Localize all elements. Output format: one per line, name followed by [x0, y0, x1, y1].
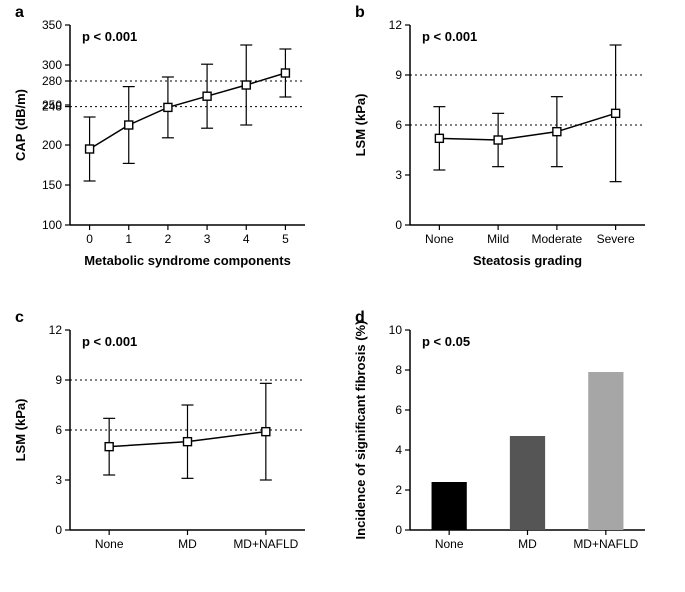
- panel-label-b: b: [355, 4, 365, 21]
- svg-text:1: 1: [125, 232, 132, 246]
- pvalue-b: p < 0.001: [422, 29, 477, 44]
- data-marker: [281, 69, 289, 77]
- svg-text:Moderate: Moderate: [532, 232, 583, 246]
- svg-text:0: 0: [395, 523, 402, 537]
- svg-text:None: None: [435, 537, 464, 551]
- svg-text:3: 3: [55, 473, 62, 487]
- svg-text:248: 248: [42, 100, 62, 114]
- svg-text:9: 9: [395, 68, 402, 82]
- svg-text:200: 200: [42, 138, 62, 152]
- svg-text:150: 150: [42, 178, 62, 192]
- svg-text:3: 3: [395, 168, 402, 182]
- data-marker: [435, 134, 443, 142]
- bar: [510, 436, 545, 530]
- data-marker: [553, 128, 561, 136]
- data-marker: [612, 109, 620, 117]
- svg-text:MD+NAFLD: MD+NAFLD: [573, 537, 638, 551]
- ylabel-c: LSM (kPa): [13, 399, 28, 462]
- pvalue-d: p < 0.05: [422, 334, 470, 349]
- svg-text:12: 12: [389, 18, 403, 32]
- panel-label-c: c: [15, 309, 24, 326]
- pvalue-c: p < 0.001: [82, 334, 137, 349]
- svg-text:8: 8: [395, 363, 402, 377]
- bar: [588, 372, 623, 530]
- data-marker: [203, 92, 211, 100]
- svg-text:2: 2: [165, 232, 172, 246]
- xlabel-a: Metabolic syndrome components: [84, 253, 291, 268]
- pvalue-a: p < 0.001: [82, 29, 137, 44]
- data-marker: [164, 103, 172, 111]
- svg-text:350: 350: [42, 18, 62, 32]
- data-marker: [86, 145, 94, 153]
- data-marker: [242, 81, 250, 89]
- bar: [432, 482, 467, 530]
- data-marker: [184, 438, 192, 446]
- svg-text:None: None: [95, 537, 124, 551]
- figure-grid: 100150200250300350248280012345ap < 0.001…: [0, 0, 685, 592]
- svg-text:MD: MD: [178, 537, 197, 551]
- panel-label-a: a: [15, 4, 24, 21]
- ylabel-a: CAP (dB/m): [13, 89, 28, 161]
- data-marker: [494, 136, 502, 144]
- svg-text:9: 9: [55, 373, 62, 387]
- figure-svg: 100150200250300350248280012345ap < 0.001…: [0, 0, 685, 592]
- svg-text:0: 0: [395, 218, 402, 232]
- svg-text:3: 3: [204, 232, 211, 246]
- svg-text:None: None: [425, 232, 454, 246]
- svg-text:100: 100: [42, 218, 62, 232]
- svg-text:0: 0: [55, 523, 62, 537]
- svg-text:6: 6: [395, 403, 402, 417]
- svg-text:280: 280: [42, 74, 62, 88]
- svg-text:0: 0: [86, 232, 93, 246]
- ylabel-d: Incidence of significant fibrosis (%): [353, 321, 368, 540]
- data-marker: [262, 428, 270, 436]
- svg-text:Severe: Severe: [597, 232, 635, 246]
- ylabel-b: LSM (kPa): [353, 94, 368, 157]
- data-marker: [125, 121, 133, 129]
- svg-text:MD: MD: [518, 537, 537, 551]
- data-marker: [105, 443, 113, 451]
- svg-text:MD+NAFLD: MD+NAFLD: [233, 537, 298, 551]
- svg-text:5: 5: [282, 232, 289, 246]
- svg-text:300: 300: [42, 58, 62, 72]
- svg-text:Mild: Mild: [487, 232, 509, 246]
- svg-text:4: 4: [243, 232, 250, 246]
- xlabel-b: Steatosis grading: [473, 253, 582, 268]
- svg-text:2: 2: [395, 483, 402, 497]
- svg-text:4: 4: [395, 443, 402, 457]
- svg-text:6: 6: [55, 423, 62, 437]
- svg-text:6: 6: [395, 118, 402, 132]
- svg-text:12: 12: [49, 323, 63, 337]
- svg-text:10: 10: [389, 323, 403, 337]
